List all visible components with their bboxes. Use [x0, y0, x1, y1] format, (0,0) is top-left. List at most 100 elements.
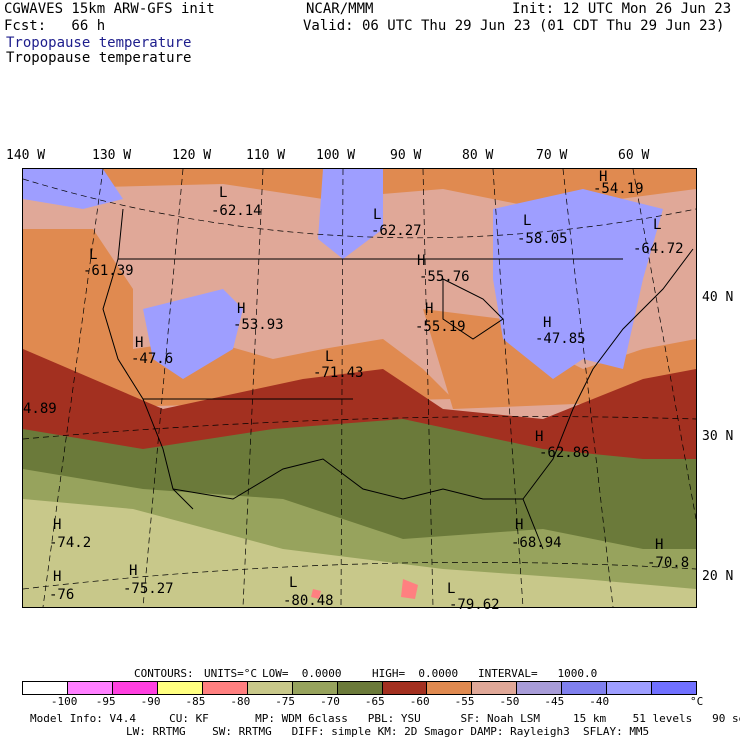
color-swatch: [652, 682, 697, 694]
init-time: Init: 12 UTC Mon 26 Jun 23: [512, 1, 732, 17]
map-value: -53.93: [233, 317, 284, 333]
map-value: -62.86: [539, 445, 590, 461]
color-swatch: [292, 682, 338, 694]
coastlines: [102, 208, 694, 550]
color-tick-label: -80: [230, 695, 251, 708]
lon-label: 140 W: [6, 148, 46, 163]
west-orange-region: [23, 229, 453, 409]
color-swatch: [382, 682, 428, 694]
map-value: -58.05: [517, 231, 568, 247]
map-label: H: [543, 315, 552, 331]
map-label: H: [655, 537, 664, 553]
color-scale-bar: [22, 681, 697, 695]
org-label: NCAR/MMM: [306, 1, 374, 17]
map-label: L: [653, 217, 662, 233]
map-label: L: [89, 247, 98, 263]
color-tick-label: -45: [544, 695, 565, 708]
contours-low: LOW= 0.0000: [262, 667, 342, 680]
model-title: CGWAVES 15km ARW-GFS init: [4, 1, 215, 17]
lon-label: 110 W: [246, 148, 286, 163]
lon-label: 120 W: [172, 148, 212, 163]
colorbar-unit: °C: [690, 695, 704, 708]
valid-time: Valid: 06 UTC Thu 29 Jun 23 (01 CDT Thu …: [303, 18, 725, 34]
color-swatch: [562, 682, 608, 694]
map-value: -68.94: [511, 535, 562, 551]
map-value: -47.85: [535, 331, 586, 347]
lat-label: 20 N: [702, 569, 734, 584]
map-label: H: [515, 517, 524, 533]
map-label: L: [325, 349, 334, 365]
lon-label: 70 W: [536, 148, 568, 163]
pink-spot: [401, 579, 418, 599]
color-swatch: [112, 682, 158, 694]
map-value: -76: [49, 587, 75, 603]
lon-label: 130 W: [92, 148, 132, 163]
tan-region: [23, 499, 696, 607]
field-title-1: Tropopause temperature: [6, 35, 192, 51]
map-value: -74.2: [49, 535, 92, 551]
map-value: -70.8: [647, 555, 690, 571]
forecast-hour: Fcst: 66 h: [4, 18, 106, 34]
color-tick-label: -70: [320, 695, 340, 708]
footer-line-2: LW: RRTMG SW: RRTMG DIFF: simple KM: 2D …: [126, 725, 650, 738]
map-field: [22, 168, 697, 608]
map-label: H: [417, 253, 426, 269]
map-value: -54.19: [593, 181, 644, 197]
color-swatch: [202, 682, 248, 694]
lon-label: 100 W: [316, 148, 356, 163]
field-title-2: Tropopause temperature: [6, 50, 192, 66]
color-tick-label: -90: [140, 695, 161, 708]
graticule: [22, 168, 697, 608]
color-tick-label: -50: [499, 695, 520, 708]
color-swatch: [67, 682, 113, 694]
lon-label: 60 W: [618, 148, 650, 163]
map-label: H: [425, 301, 434, 317]
color-tick-label: -75: [275, 695, 296, 708]
color-swatch: [517, 682, 563, 694]
color-tick-label: -95: [95, 695, 116, 708]
map-label: H: [129, 563, 138, 579]
map-label: L: [373, 207, 382, 223]
contours-interval: INTERVAL= 1000.0: [478, 667, 598, 680]
lat-label: 30 N: [702, 429, 734, 444]
map-label: H: [237, 301, 246, 317]
map-label: H: [53, 569, 62, 585]
contours-label: CONTOURS:: [134, 667, 194, 680]
map-value: -62.14: [211, 203, 262, 219]
blue-north: [318, 169, 383, 259]
color-swatch: [337, 682, 383, 694]
color-swatch: [23, 682, 68, 694]
blue-nw: [23, 169, 123, 209]
map-value: -61.39: [83, 263, 134, 279]
color-tick-label: -65: [364, 695, 385, 708]
map-label: L: [523, 213, 532, 229]
color-tick-label: -40: [589, 695, 610, 708]
map-label: L: [447, 581, 456, 597]
color-swatch: [157, 682, 203, 694]
blue-northeast: [493, 189, 663, 379]
color-tick-label: -100: [50, 695, 78, 708]
blue-rockies: [143, 289, 243, 379]
contours-high: HIGH= 0.0000: [372, 667, 459, 680]
color-tick-label: -85: [185, 695, 206, 708]
map-value: -55.19: [415, 319, 466, 335]
map-value: -55.76: [419, 269, 470, 285]
lat-label: 40 N: [702, 290, 734, 305]
lon-label: 90 W: [390, 148, 422, 163]
color-tick-label: -60: [409, 695, 430, 708]
tropopause-temperature-map: L -62.14 L -62.27 L -58.05 H -54.19 L -6…: [22, 168, 697, 613]
map-label: H: [53, 517, 62, 533]
map-value: -79.62: [449, 597, 500, 613]
map-label: L: [289, 575, 298, 591]
map-value: -75.27: [123, 581, 174, 597]
color-swatch: [472, 682, 518, 694]
map-value: -71.43: [313, 365, 364, 381]
map-value: -64.72: [633, 241, 684, 257]
map-value: -80.48: [283, 593, 334, 609]
color-swatch: [607, 682, 653, 694]
map-value: -47.6: [131, 351, 174, 367]
map-label: H: [599, 169, 608, 185]
color-swatch: [247, 682, 293, 694]
footer-line-1: Model Info: V4.4 CU: KF MP: WDM 6class P…: [30, 712, 740, 725]
map-value: -62.27: [371, 223, 422, 239]
